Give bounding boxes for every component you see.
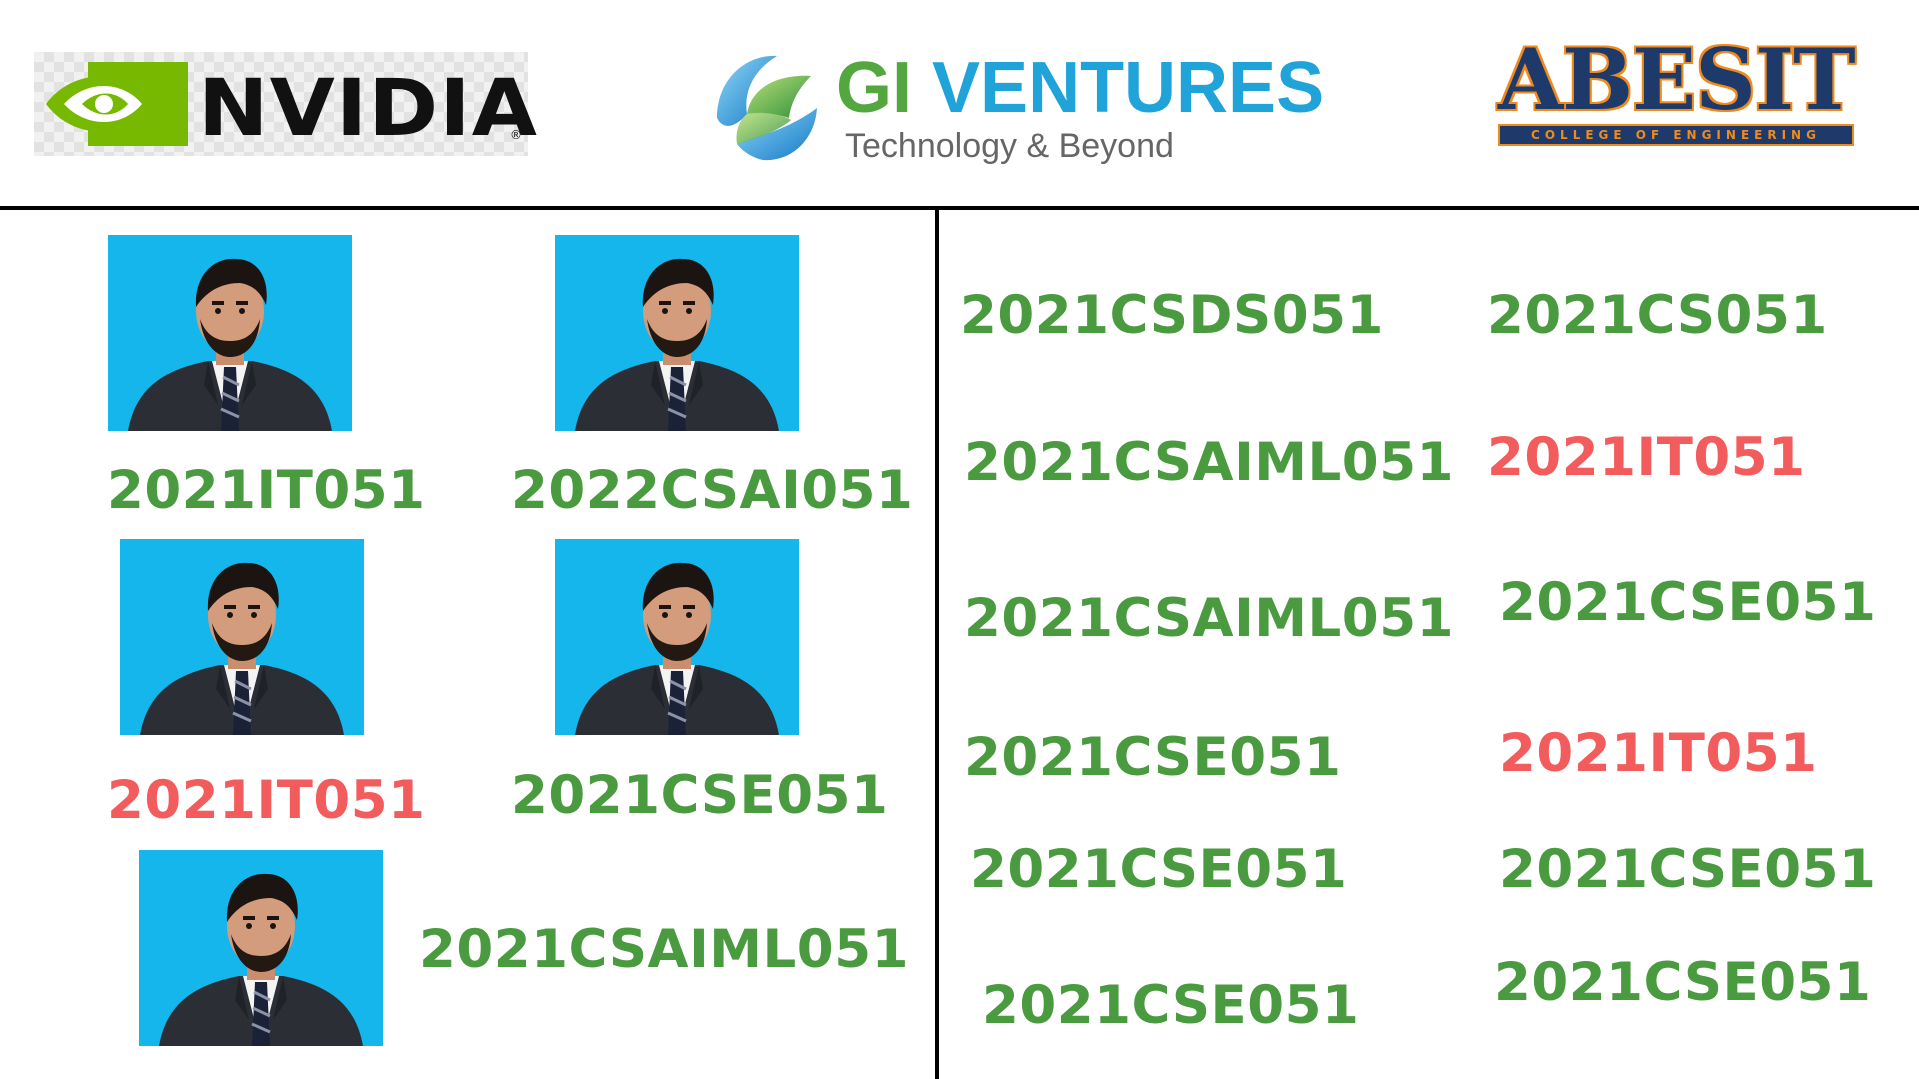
roll-code: 2021CSE051: [964, 727, 1342, 788]
roll-code: 2021CSDS051: [960, 285, 1384, 346]
roll-code: 2021CSAIML051: [964, 432, 1454, 493]
roll-code: 2022CSAI051: [511, 460, 914, 521]
abesit-tagline: COLLEGE OF ENGINEERING: [1531, 128, 1821, 142]
student-photo: [108, 235, 352, 431]
gi-ventures-wordmark: GI VENTURES: [836, 48, 1324, 128]
gi-ventures-tagline: Technology & Beyond: [845, 127, 1174, 165]
nvidia-logo: NVIDIA ®: [34, 52, 537, 156]
person-portrait-icon: [139, 850, 383, 1046]
roll-code: 2021IT051: [107, 770, 426, 831]
roll-code: 2021CSE051: [982, 975, 1360, 1036]
abesit-tagline-bar: COLLEGE OF ENGINEERING: [1498, 124, 1854, 146]
person-portrait-icon: [120, 539, 364, 735]
roll-code: 2021CSE051: [1494, 952, 1872, 1013]
roll-code: 2021CSE051: [970, 839, 1348, 900]
roll-code: 2021CSE051: [511, 765, 889, 826]
roll-code: 2021CSAIML051: [964, 588, 1454, 649]
student-photo: [120, 539, 364, 735]
abesit-wordmark: ABESIT: [1498, 30, 1856, 129]
person-portrait-icon: [555, 539, 799, 735]
panel-divider: [935, 208, 939, 1079]
person-portrait-icon: [555, 235, 799, 431]
roll-code: 2021CS051: [1487, 285, 1828, 346]
nvidia-eye-icon: [46, 62, 188, 146]
student-photo: [555, 235, 799, 431]
roll-code: 2021IT051: [1487, 427, 1806, 488]
roll-code: 2021IT051: [107, 460, 426, 521]
logo-header: NVIDIA ® GI VENTURES Technology & Beyond…: [0, 0, 1919, 206]
header-divider: [0, 206, 1919, 210]
ventures-word: VENTURES: [932, 48, 1325, 128]
roll-code: 2021CSAIML051: [419, 919, 909, 980]
registered-mark: ®: [510, 128, 522, 142]
gi-ventures-orb-icon: [711, 51, 823, 163]
gi-word: GI: [836, 48, 913, 128]
roll-code: 2021CSE051: [1499, 572, 1877, 633]
student-photo: [139, 850, 383, 1046]
roll-code: 2021CSE051: [1499, 839, 1877, 900]
nvidia-wordmark: NVIDIA: [198, 64, 538, 154]
roll-code: 2021IT051: [1499, 723, 1818, 784]
student-photo: [555, 539, 799, 735]
person-portrait-icon: [108, 235, 352, 431]
